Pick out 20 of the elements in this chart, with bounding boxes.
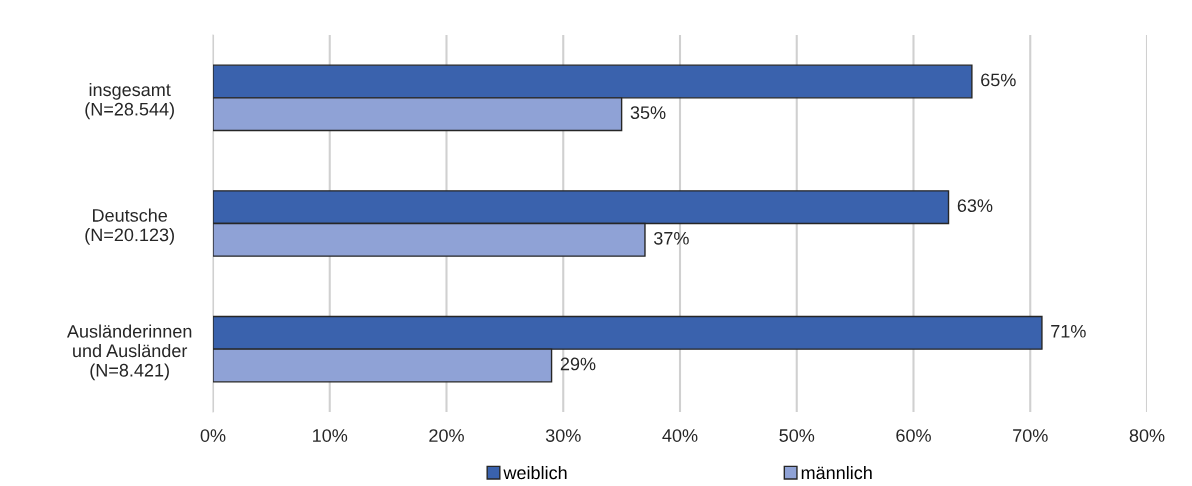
x-tick-label: 50% — [779, 429, 815, 442]
data-label: 63% — [957, 199, 993, 213]
data-label: 65% — [981, 73, 1016, 87]
data-label: 37% — [654, 231, 689, 245]
data-label: 29% — [560, 357, 596, 371]
legend-label: weiblich — [503, 465, 567, 480]
y-tick-label: Deutsche (N=20.123) — [85, 208, 174, 245]
data-label: 71% — [1051, 324, 1086, 338]
x-tick-label: 10% — [313, 429, 348, 442]
y-tick-label: insgesamt (N=28.544) — [85, 82, 174, 120]
x-tick-label: 40% — [662, 429, 698, 442]
x-tick-label: 70% — [1013, 429, 1048, 442]
x-tick-label: 0% — [200, 429, 226, 442]
legend-label: männlich — [801, 465, 872, 480]
x-tick-label: 30% — [545, 429, 581, 442]
x-tick-label: 20% — [429, 429, 464, 442]
data-label: 35% — [630, 106, 666, 120]
x-tick-label: 80% — [1129, 429, 1165, 442]
x-tick-label: 60% — [896, 429, 931, 442]
y-tick-label: Ausländerinnen und Ausländer (N=8.421) — [66, 324, 192, 381]
